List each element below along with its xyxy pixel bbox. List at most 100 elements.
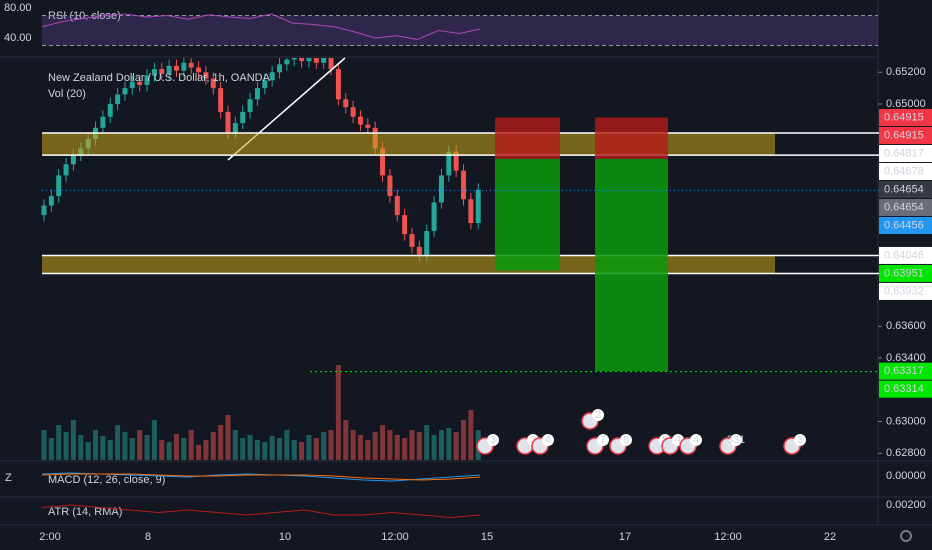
event-badge — [620, 434, 632, 446]
candle-body — [416, 246, 422, 255]
volume-bar — [41, 430, 47, 460]
volume-bar — [350, 430, 356, 460]
candle-body — [232, 123, 238, 133]
candle-body — [107, 104, 113, 117]
candle-body — [122, 88, 128, 95]
volume-bar — [78, 435, 84, 460]
volume-bar — [225, 415, 231, 460]
candle-body — [409, 234, 415, 247]
candle-body — [321, 58, 327, 63]
volume-bar — [284, 430, 290, 460]
price-tag-label: 0.64654 — [884, 183, 924, 195]
candle-body — [335, 69, 341, 100]
candle-body — [402, 215, 408, 235]
x-tick-label: 12:00 — [381, 531, 409, 543]
candle-body — [357, 116, 363, 125]
y-tick-label: 0.65000 — [886, 98, 926, 110]
candle-body — [350, 107, 356, 117]
candle-body — [225, 111, 231, 133]
volume-bar — [380, 425, 386, 460]
candle-body — [424, 231, 430, 255]
z-button[interactable]: Z — [5, 472, 12, 484]
candle-body — [247, 99, 253, 112]
candle-body — [299, 58, 305, 62]
rsi-band — [42, 15, 878, 46]
volume-bar — [63, 432, 69, 460]
volume-bar — [196, 445, 202, 460]
candle-body — [159, 69, 165, 74]
volume-bar — [48, 438, 54, 460]
volume-bar — [394, 435, 400, 460]
price-tag-label: 0.64456 — [884, 219, 924, 231]
price-tag — [879, 216, 932, 234]
volume-bar — [453, 432, 459, 460]
volume-bar — [409, 430, 415, 460]
event-badge — [730, 434, 742, 446]
price-tag-label: 0.64915 — [884, 129, 924, 141]
candle-body — [291, 58, 297, 60]
candle-body — [468, 199, 474, 224]
candle-body — [254, 88, 260, 100]
candle-body — [181, 62, 187, 71]
candle-body — [210, 78, 216, 89]
price-tag — [879, 198, 932, 216]
candle-body — [461, 170, 467, 200]
volume-bar — [70, 420, 76, 460]
price-tag — [879, 246, 932, 264]
volume-bar — [461, 420, 467, 460]
volume-bar — [416, 432, 422, 460]
zone — [42, 133, 775, 156]
candle-body — [218, 88, 224, 112]
y-tick-label: 0.63600 — [886, 320, 926, 332]
volume-bar — [210, 432, 216, 460]
price-tag-label: 0.64817 — [884, 147, 924, 159]
candle-body — [343, 99, 349, 108]
candle-body — [203, 72, 209, 79]
x-tick-label: 17 — [619, 531, 631, 543]
atr-tick-label: 0.00200 — [886, 499, 926, 511]
candle-body — [63, 164, 69, 176]
price-tag — [879, 162, 932, 180]
volume-bar — [291, 440, 297, 460]
y-tick-label: 0.63000 — [886, 415, 926, 427]
event-count: 4 — [675, 434, 681, 446]
price-tag — [879, 126, 932, 144]
candle-body — [431, 202, 437, 231]
volume-bar — [188, 430, 194, 460]
candle-body — [240, 111, 246, 124]
event-count: 7 — [600, 434, 606, 446]
stop-zone — [495, 117, 560, 159]
price-tag — [879, 264, 932, 282]
stop-zone — [595, 117, 668, 159]
price-tag — [879, 380, 932, 398]
price-tag-label: 0.63951 — [884, 267, 924, 279]
event-badge — [487, 434, 499, 446]
volume-bar — [107, 440, 113, 460]
y-tick-label: 0.65200 — [886, 66, 926, 78]
atr-line — [41, 504, 481, 519]
volume-bar — [402, 438, 408, 460]
event-badge — [597, 434, 609, 446]
event-count: 331 — [727, 434, 745, 446]
volume-bar — [365, 440, 371, 460]
volume-bar — [56, 425, 62, 460]
volume-bar — [232, 430, 238, 460]
price-tag-label: 0.63314 — [884, 383, 924, 395]
price-tag-label: 0.64678 — [884, 165, 924, 177]
x-tick-label: 22 — [824, 531, 836, 543]
settings-button[interactable] — [900, 530, 912, 542]
x-tick-label: 12:00 — [714, 531, 742, 543]
volume-bar — [321, 432, 327, 460]
candle-body — [166, 65, 172, 74]
candle-body — [151, 69, 157, 76]
volume-bar — [144, 435, 150, 460]
volume-bar — [328, 430, 334, 460]
volume-bar — [357, 435, 363, 460]
volume-bar — [468, 410, 474, 460]
volume-bar — [277, 438, 283, 460]
zone — [42, 255, 775, 274]
volume-bar — [240, 438, 246, 460]
volume-bar — [372, 432, 378, 460]
volume-bar — [85, 442, 91, 460]
volume-bar — [218, 425, 224, 460]
